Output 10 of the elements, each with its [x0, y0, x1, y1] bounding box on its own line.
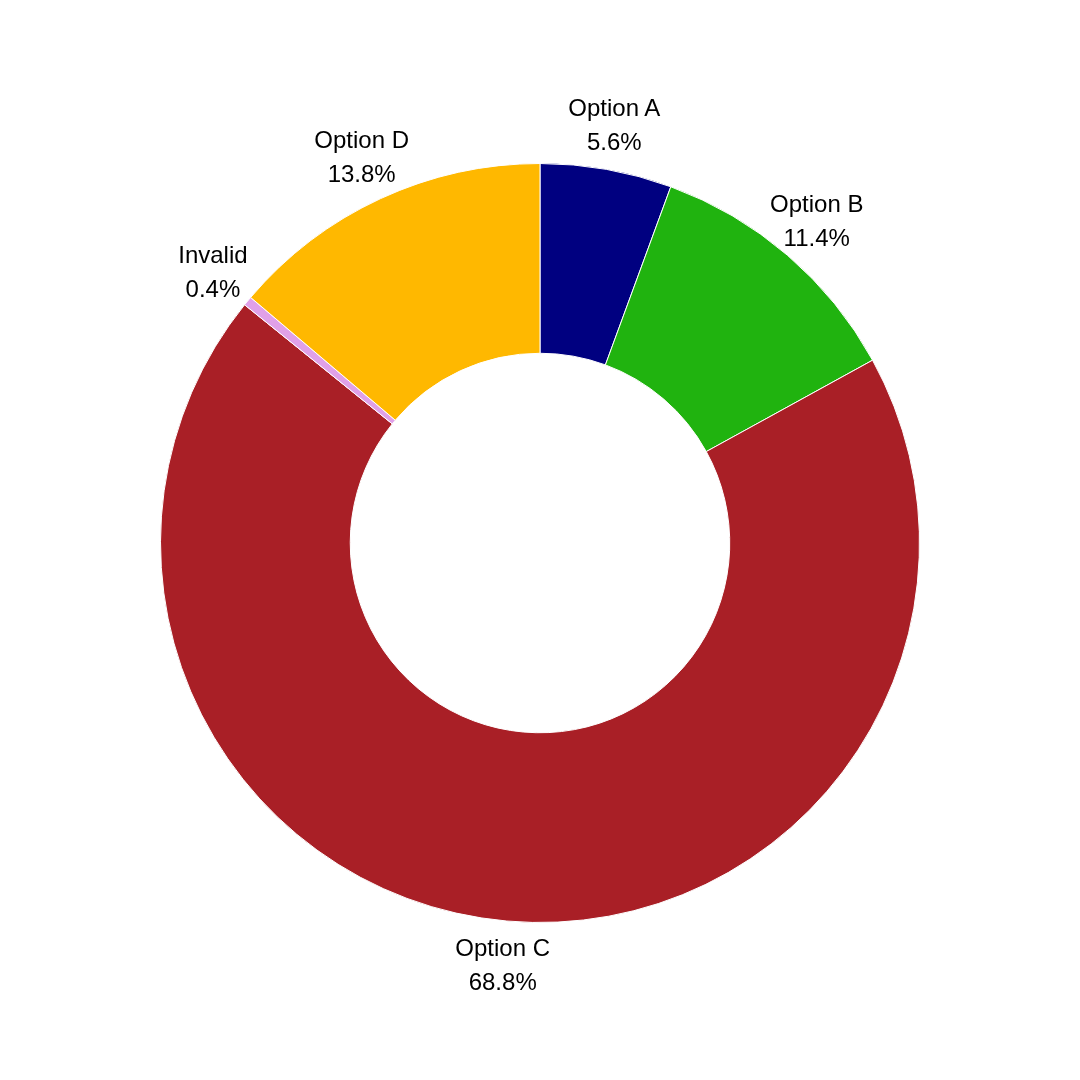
slice-label: Invalid: [178, 241, 248, 269]
slice-label: Option D: [314, 126, 410, 154]
slice-label: Option C: [455, 934, 551, 962]
slice-label: Option A: [568, 93, 661, 121]
data-label: 5.6%: [586, 127, 642, 155]
data-label: 0.4%: [185, 275, 241, 303]
data-label: 68.8%: [468, 968, 537, 996]
data-label: 13.8%: [327, 160, 396, 188]
slice-label: Option B: [770, 189, 864, 217]
data-label: 11.4%: [783, 223, 850, 251]
